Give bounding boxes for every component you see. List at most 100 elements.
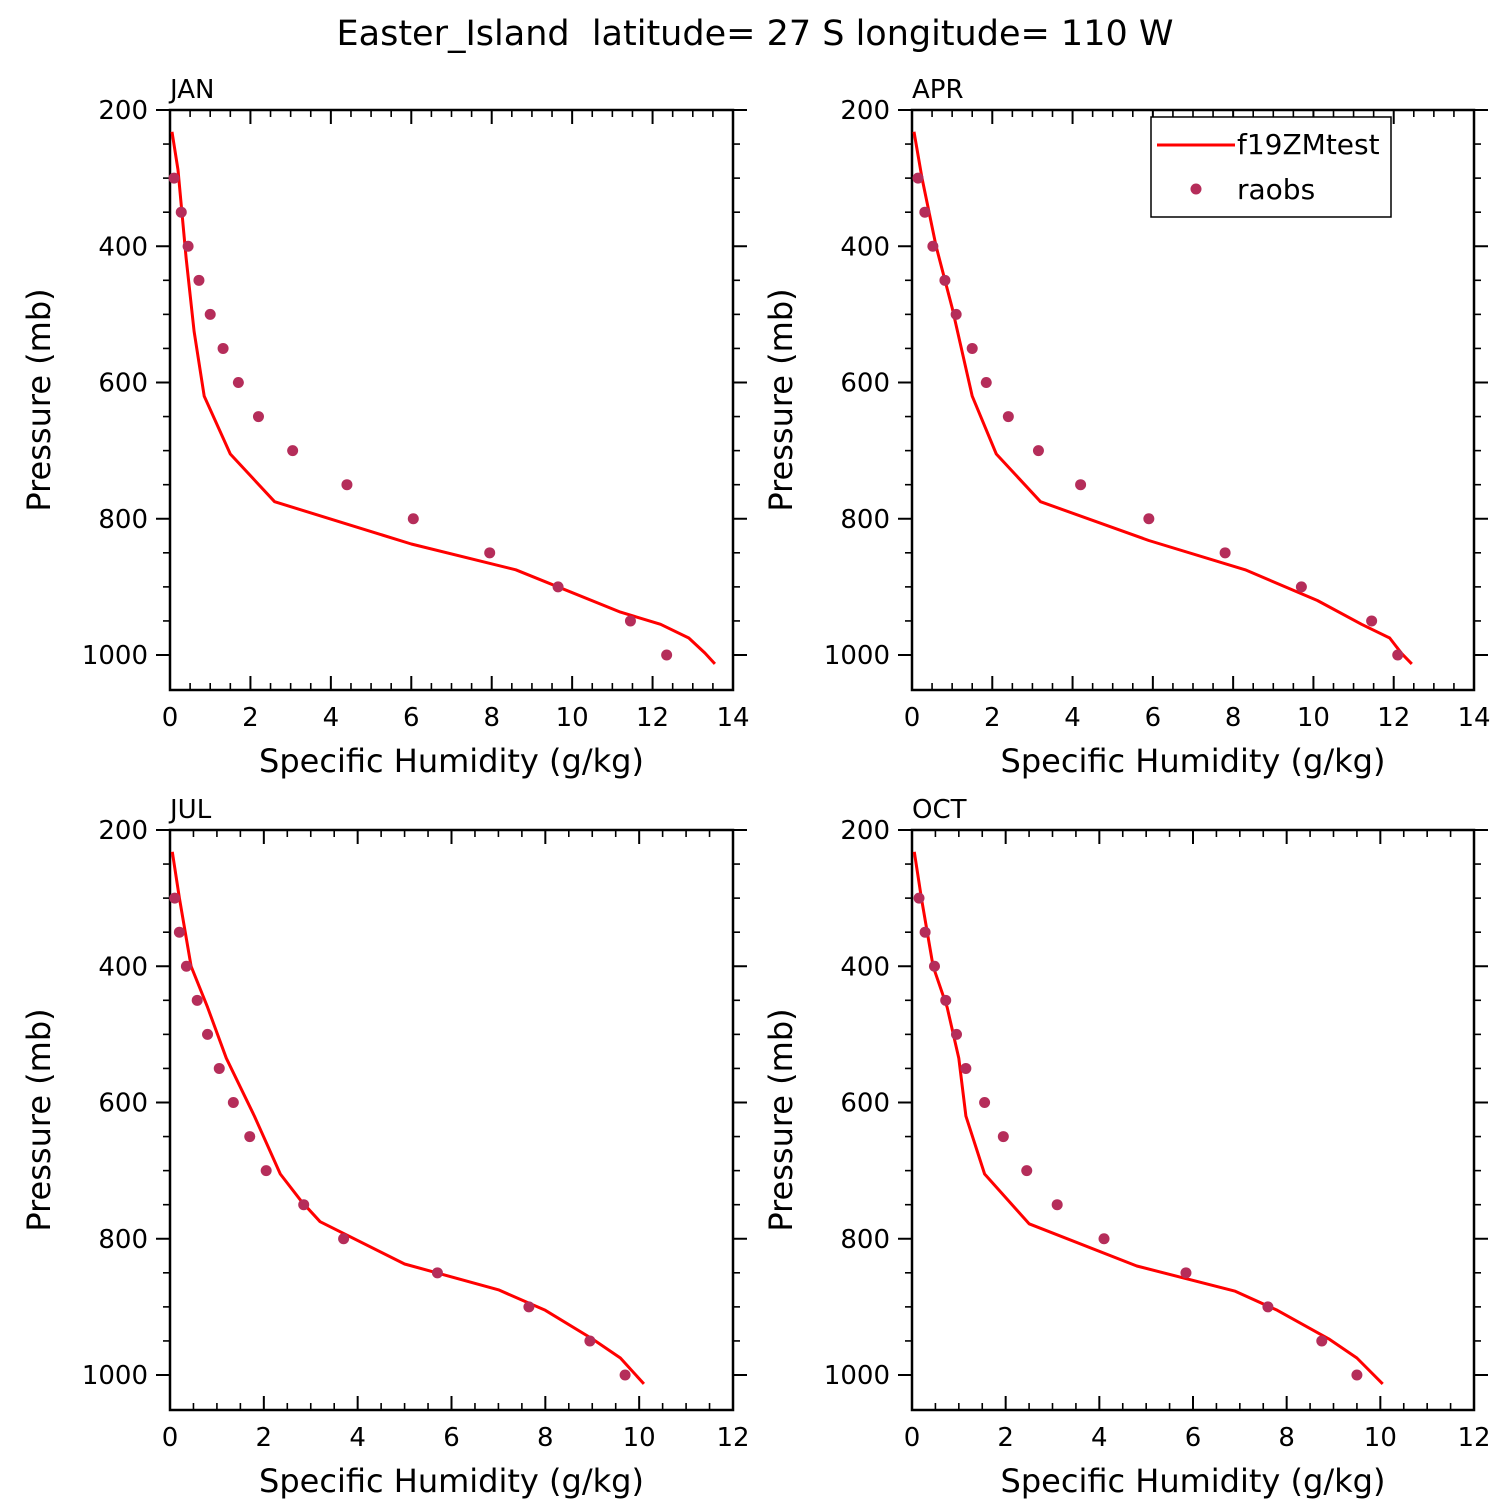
legend-label-obs: raobs [1237, 173, 1315, 206]
raobs-point [939, 274, 951, 286]
series-line-f19ZMtest [170, 131, 717, 665]
panel-month-label: JUL [168, 795, 212, 825]
raobs-point [217, 342, 229, 354]
raobs-point [619, 1369, 631, 1381]
raobs-point [182, 240, 194, 252]
raobs-point [232, 377, 244, 388]
raobs-point [202, 1028, 214, 1040]
panel-month-label: APR [912, 75, 964, 105]
raobs-point [1075, 479, 1087, 491]
raobs-point [1051, 1199, 1063, 1211]
raobs-point [244, 1131, 256, 1143]
x-tick-label: 12 [1457, 1423, 1490, 1453]
y-axis-label: Pressure (mb) [20, 1008, 58, 1231]
raobs-point [928, 960, 940, 972]
x-tick-label: 0 [162, 703, 179, 733]
y-tick-label: 600 [98, 369, 148, 399]
x-tick-label: 2 [997, 1423, 1014, 1453]
raobs-point [338, 1233, 350, 1245]
x-tick-label: 4 [323, 703, 340, 733]
raobs-point [1098, 1233, 1110, 1245]
y-tick-label: 1000 [82, 1361, 148, 1391]
raobs-point [919, 206, 931, 218]
x-axis-label: Specific Humidity (g/kg) [1001, 1462, 1386, 1500]
raobs-point [193, 274, 205, 286]
x-tick-label: 8 [1225, 703, 1242, 733]
y-tick-label: 600 [840, 1089, 890, 1119]
panel-month-label: OCT [912, 795, 967, 825]
x-tick-label: 2 [242, 703, 259, 733]
plot-frame [168, 828, 735, 1412]
raobs-point [1351, 1369, 1363, 1381]
figure-title: Easter_Island latitude= 27 S longitude= … [337, 14, 1174, 54]
series-line-f19ZMtest [912, 131, 1413, 665]
raobs-point [552, 581, 564, 593]
raobs-point [180, 960, 192, 972]
raobs-point [484, 547, 496, 559]
series-line-f19ZMtest [912, 851, 1384, 1385]
panel-oct: 0 2 4 6 8 10 12 200 400 600 800 1000 OCT Specific Hum… [762, 795, 1491, 1500]
y-tick-label: 800 [840, 1225, 890, 1255]
raobs-point [997, 1131, 1009, 1143]
x-tick-label: 8 [483, 703, 500, 733]
y-tick-label: 600 [840, 369, 890, 399]
raobs-point [1032, 445, 1044, 457]
y-tick-label: 800 [840, 505, 890, 535]
raobs-point [1021, 1165, 1033, 1177]
y-tick-label: 1000 [82, 641, 148, 671]
raobs-point [980, 377, 992, 388]
raobs-point [431, 1267, 443, 1279]
x-tick-label: 2 [256, 1423, 273, 1453]
panel-apr: 0 2 4 6 8 10 12 14 200 400 600 800 1000 APR Specific H… [762, 75, 1491, 780]
raobs-point [298, 1199, 310, 1211]
raobs-point [919, 926, 931, 938]
x-tick-label: 10 [1364, 1423, 1397, 1453]
x-tick-label: 10 [556, 703, 589, 733]
panel-jan: 0 2 4 6 8 10 12 14 200 400 600 800 1000 JAN Specific H… [20, 75, 750, 780]
legend: f19ZMtest raobs [1150, 116, 1392, 218]
raobs-point [213, 1062, 225, 1074]
raobs-point [1366, 615, 1378, 627]
x-tick-label: 12 [636, 703, 669, 733]
raobs-point [966, 342, 978, 354]
y-axis-label: Pressure (mb) [762, 1008, 800, 1231]
raobs-point [624, 615, 636, 627]
x-tick-label: 6 [1185, 1423, 1202, 1453]
x-tick-label: 6 [1145, 703, 1162, 733]
raobs-point [341, 479, 353, 491]
raobs-point [979, 1097, 991, 1108]
y-tick-label: 400 [840, 952, 890, 982]
legend-label-model: f19ZMtest [1237, 128, 1380, 161]
raobs-point [927, 240, 939, 252]
x-tick-label: 4 [1091, 1423, 1108, 1453]
raobs-point [1262, 1301, 1274, 1313]
y-tick-label: 400 [840, 232, 890, 262]
raobs-point [1219, 547, 1231, 559]
y-tick-label: 200 [840, 816, 890, 846]
legend-dot-swatch [1190, 183, 1202, 195]
raobs-point [1002, 411, 1014, 423]
x-tick-label: 14 [716, 703, 749, 733]
y-tick-label: 800 [98, 505, 148, 535]
x-axis-label: Specific Humidity (g/kg) [259, 742, 644, 780]
raobs-point [175, 206, 187, 218]
raobs-point [661, 649, 673, 661]
y-axis-label: Pressure (mb) [762, 288, 800, 511]
raobs-point [287, 445, 299, 457]
raobs-point [1295, 581, 1307, 593]
raobs-point [1143, 513, 1155, 525]
raobs-point [1392, 649, 1404, 661]
raobs-point [950, 1028, 962, 1040]
x-tick-label: 8 [537, 1423, 554, 1453]
x-axis-label: Specific Humidity (g/kg) [1001, 742, 1386, 780]
x-tick-label: 8 [1278, 1423, 1295, 1453]
x-tick-label: 4 [349, 1423, 366, 1453]
x-tick-label: 6 [403, 703, 420, 733]
x-tick-label: 6 [443, 1423, 460, 1453]
x-tick-label: 14 [1457, 703, 1490, 733]
y-tick-label: 200 [98, 816, 148, 846]
y-axis-label: Pressure (mb) [20, 288, 58, 511]
x-tick-label: 4 [1064, 703, 1081, 733]
x-tick-label: 0 [904, 703, 921, 733]
